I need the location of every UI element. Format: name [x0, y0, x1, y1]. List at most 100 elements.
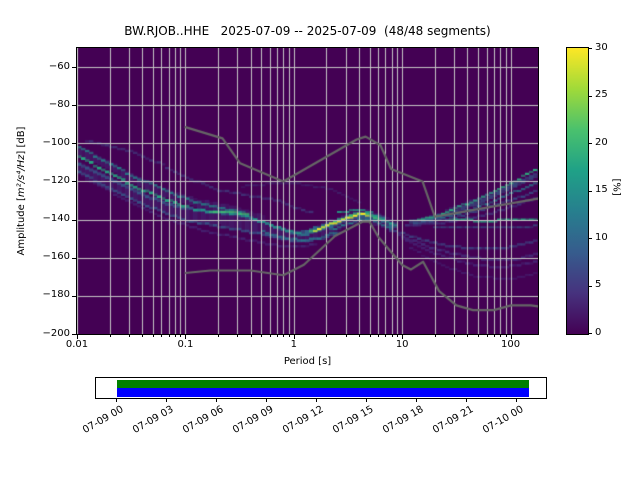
x-minor-tick: [500, 335, 501, 337]
x-minor-tick: [175, 335, 176, 337]
colorbar-tick: [589, 286, 592, 287]
x-minor-tick: [385, 335, 386, 337]
y-tick-label: −200: [42, 327, 70, 339]
x-major-tick: [77, 335, 78, 339]
y-tick-label: −180: [42, 289, 70, 301]
timeline-tick-label: 07-09 18: [381, 404, 426, 437]
colorbar-tick-label: 5: [595, 279, 602, 290]
y-major-tick: [72, 220, 76, 221]
timeline-tick: [416, 398, 417, 402]
timeline-tick-label: 07-09 03: [131, 404, 176, 437]
y-tick-label: −60: [48, 60, 70, 72]
colorbar-tick: [589, 238, 592, 239]
x-minor-tick: [326, 335, 327, 337]
y-major-tick: [72, 105, 76, 106]
timeline-tick: [366, 398, 367, 402]
y-tick-label: −80: [48, 98, 70, 110]
x-minor-tick: [277, 335, 278, 337]
y-major-tick: [72, 334, 76, 335]
colorbar-tick-label: 0: [595, 326, 602, 338]
x-axis-label: Period [s]: [283, 356, 332, 367]
colorbar-tick-label: 30: [595, 41, 608, 53]
x-minor-tick: [494, 335, 495, 337]
x-major-tick: [185, 335, 186, 339]
timeline-coverage-top-bar: [117, 380, 529, 388]
colorbar-tick: [589, 143, 592, 144]
x-tick-label: 0.01: [65, 339, 89, 350]
y-major-tick: [72, 143, 76, 144]
x-minor-tick: [161, 335, 162, 337]
y-major-tick: [72, 258, 76, 259]
timeline-tick-label: 07-09 06: [181, 404, 226, 437]
y-major-tick: [72, 67, 76, 68]
colorbar-tick-label: 20: [595, 136, 608, 148]
x-minor-tick: [169, 335, 170, 337]
y-tick-label: −160: [42, 251, 70, 263]
colorbar-tick-label: 25: [595, 89, 608, 100]
x-minor-tick: [467, 335, 468, 337]
x-minor-tick: [283, 335, 284, 337]
y-major-tick: [72, 181, 76, 182]
y-tick-label: −120: [42, 174, 70, 186]
timeline-tick: [316, 398, 317, 402]
x-minor-tick: [261, 335, 262, 337]
x-tick-label: 1: [290, 339, 297, 350]
x-minor-tick: [237, 335, 238, 337]
colorbar-tick-label: 10: [595, 231, 608, 243]
x-major-tick: [402, 335, 403, 339]
timeline-tick: [116, 398, 117, 402]
x-minor-tick: [506, 335, 507, 337]
timeline-tick: [516, 398, 517, 402]
timeline-tick-label: 07-09 12: [281, 404, 326, 437]
x-minor-tick: [370, 335, 371, 337]
y-major-tick: [72, 296, 76, 297]
x-minor-tick: [478, 335, 479, 337]
x-tick-label: 0.1: [177, 339, 194, 350]
x-minor-tick: [110, 335, 111, 337]
timeline-tick: [266, 398, 267, 402]
timeline-coverage-data-bar: [117, 388, 529, 397]
x-minor-tick: [251, 335, 252, 337]
x-minor-tick: [454, 335, 455, 337]
x-minor-tick: [153, 335, 154, 337]
colorbar-tick: [589, 191, 592, 192]
timeline-tick: [166, 398, 167, 402]
x-tick-label: 10: [395, 339, 409, 350]
x-minor-tick: [218, 335, 219, 337]
timeline-tick-label: 07-09 15: [331, 404, 376, 437]
x-major-tick: [511, 335, 512, 339]
timeline-tick: [466, 398, 467, 402]
timeline-tick-label: 07-09 21: [431, 404, 476, 437]
timeline-tick-label: 07-09 09: [231, 404, 276, 437]
plot-area: [76, 47, 539, 335]
x-minor-tick: [487, 335, 488, 337]
x-minor-tick: [359, 335, 360, 337]
colorbar-tick-label: 15: [595, 184, 608, 195]
timeline-tick: [216, 398, 217, 402]
x-minor-tick: [397, 335, 398, 337]
x-tick-label: 100: [501, 339, 521, 350]
x-minor-tick: [392, 335, 393, 337]
x-minor-tick: [270, 335, 271, 337]
colorbar: [566, 47, 589, 335]
plot-title: BW.RJOB..HHE 2025-07-09 -- 2025-07-09 (4…: [124, 24, 491, 38]
x-minor-tick: [129, 335, 130, 337]
timeline-axis: [95, 377, 547, 399]
x-minor-tick: [346, 335, 347, 337]
timeline-tick-label: 07-10 00: [481, 404, 526, 437]
colorbar-tick: [589, 48, 592, 49]
ppsd-heatmap: [77, 48, 538, 334]
colorbar-label: [%]: [610, 178, 622, 196]
x-minor-tick: [378, 335, 379, 337]
colorbar-tick: [589, 333, 592, 334]
x-minor-tick: [142, 335, 143, 337]
colorbar-tick: [589, 96, 592, 97]
x-minor-tick: [435, 335, 436, 337]
y-axis-label: Amplitude [m²/s⁴/Hz] [dB]: [16, 126, 27, 256]
x-minor-tick: [180, 335, 181, 337]
x-major-tick: [294, 335, 295, 339]
timeline-tick-label: 07-09 00: [81, 404, 126, 437]
y-tick-label: −100: [42, 136, 70, 148]
y-tick-label: −140: [42, 213, 70, 225]
